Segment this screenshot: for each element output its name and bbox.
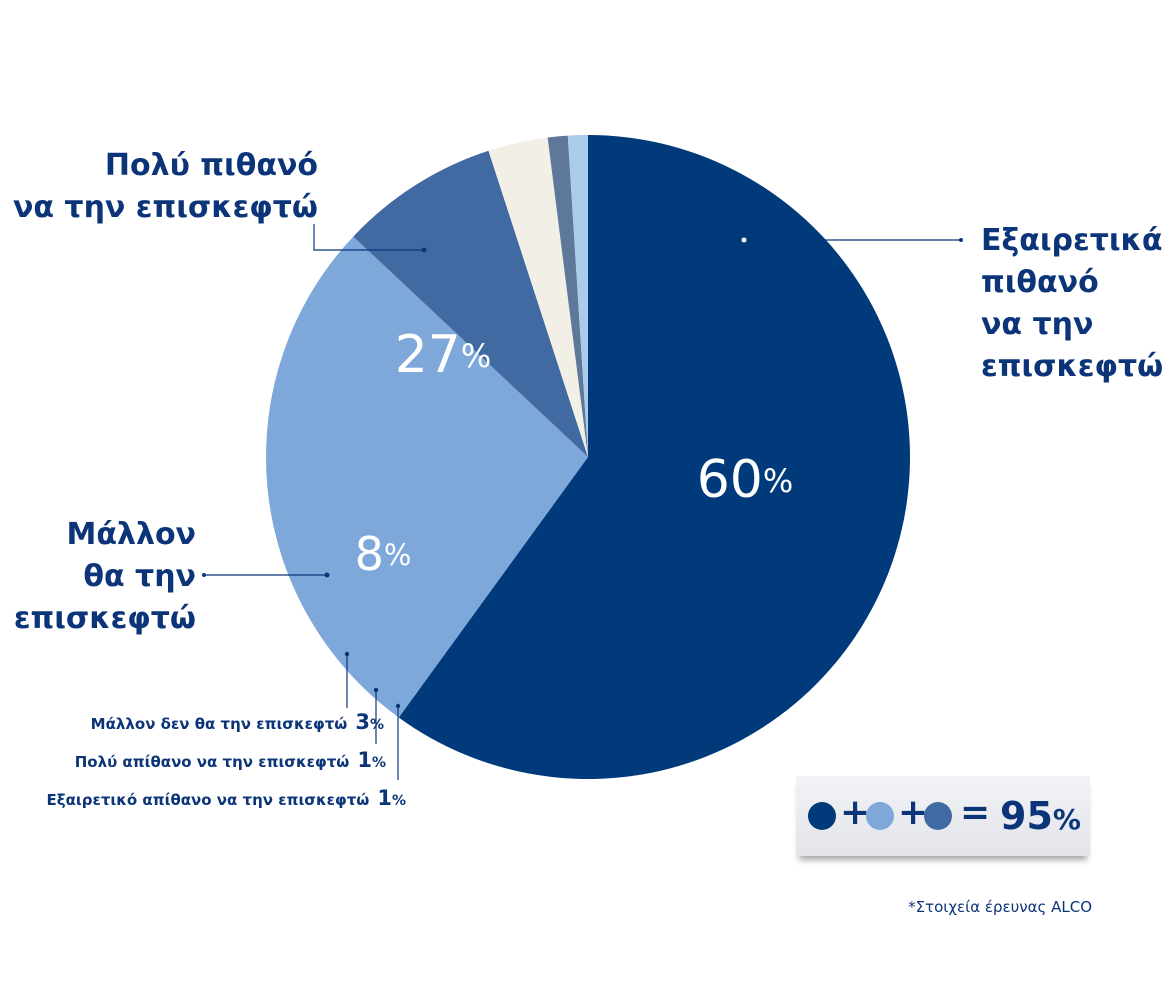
pie-slice-0 [398,135,910,779]
slice-label-5: Εξαιρετικό απίθανο να την επισκεφτώ 1% [46,786,406,810]
pie-slice-4 [547,135,588,458]
slice-label-3-text: Μάλλον δεν θα την επισκεφτώ [90,715,348,733]
slice-label-1-line-1: να την επισκεφτώ [12,190,318,225]
summary-equals: = [960,792,991,833]
slice-label-0: Εξαιρετικά πιθανό να την επισκεφτώ [981,220,1163,388]
summary-total: 95% [1000,794,1081,838]
slice-label-4-text: Πολύ απίθανο να την επισκεφτώ [74,753,350,771]
leader-dot-4 [373,687,379,693]
pie-slice-2 [353,150,588,457]
summary-dot-dark [808,802,836,830]
slice-label-2: Μάλλον θα την επισκεφτώ [14,514,196,640]
slice-percent-0: 60% [697,450,794,510]
leader-line-1 [313,224,424,251]
leader-dot-3 [344,651,350,657]
slice-label-5-text: Εξαιρετικό απίθανο να την επισκεφτώ [46,791,370,809]
slice-label-5-value: 1% [377,786,406,810]
summary-box: + + = 95% [796,776,1090,856]
leader-dot-1 [421,247,427,253]
pie-slice-1 [265,236,588,718]
leader-end-0 [959,238,963,242]
slice-label-3-value: 3% [355,710,384,734]
slice-label-0-line-1: πιθανό [981,265,1099,300]
summary-plus-1: + [840,792,871,833]
slice-label-1: Πολύ πιθανό να την επισκεφτώ [13,145,318,229]
slice-label-2-line-1: θα την [83,559,196,594]
leader-end-2 [202,573,206,577]
leader-dot-5 [395,703,401,709]
slice-label-2-line-2: επισκεφτώ [13,601,196,636]
slice-label-0-line-2: να την [981,307,1094,342]
slice-label-2-line-0: Μάλλον [66,517,196,552]
leader-lines [202,224,963,780]
slice-label-3: Μάλλον δεν θα την επισκεφτώ 3% [91,710,384,734]
slice-percent-2: 8% [355,527,412,581]
summary-dot-medium [924,802,952,830]
slice-label-4-value: 1% [357,748,386,772]
slice-label-1-line-0: Πολύ πιθανό [104,148,318,183]
slice-label-4: Πολύ απίθανο να την επισκεφτώ 1% [75,748,386,772]
slice-label-0-line-3: επισκεφτώ [981,349,1164,384]
leader-dot-2 [324,572,330,578]
pie-slice-5 [567,135,588,457]
pie-slice-3 [488,137,588,457]
pie-slices [265,135,910,779]
slice-percent-1: 27% [395,325,492,385]
leader-dot-0 [741,237,747,243]
slice-label-0-line-0: Εξαιρετικά [981,223,1163,258]
slice-percent-labels: 60% 27% 8% [355,325,794,581]
source-footnote: *Στοιχεία έρευνας ALCO [908,898,1092,916]
summary-dot-light [866,802,894,830]
summary-plus-2: + [898,792,929,833]
